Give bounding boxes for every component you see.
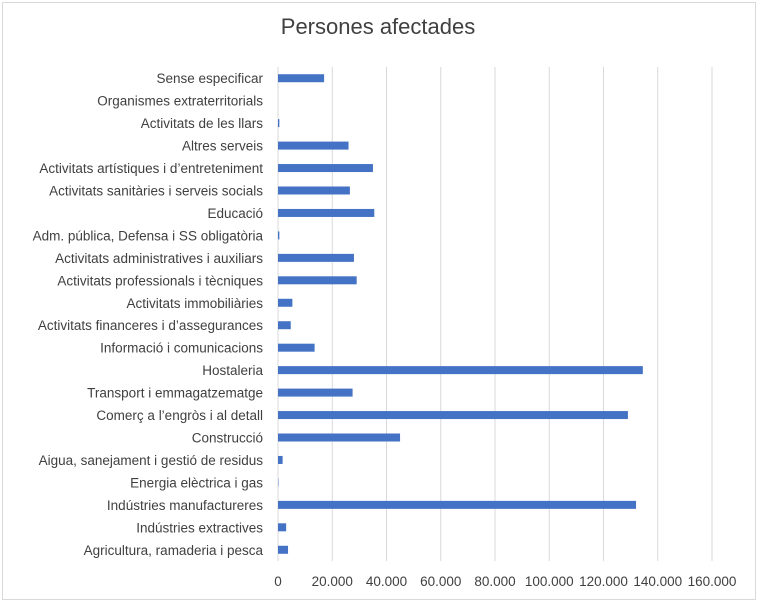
category-label: Energia elèctrica i gas (130, 475, 263, 490)
category-label: Indústries extractives (136, 520, 263, 535)
x-tick-label: 0 (274, 574, 282, 589)
bar (278, 343, 315, 352)
bar (278, 523, 287, 532)
x-tick-label: 140.000 (633, 574, 682, 589)
category-label: Construcció (192, 431, 263, 446)
category-label: Activitats professionals i tècniques (57, 273, 263, 288)
category-label: Activitats administratives i auxiliars (55, 251, 263, 266)
bar (278, 164, 373, 173)
x-tick-label: 160.000 (688, 574, 737, 589)
bar (278, 366, 643, 375)
bar (278, 388, 353, 397)
gridlines (277, 67, 713, 561)
category-label: Informació i comunicacions (100, 341, 263, 356)
category-label: Altres serveis (182, 139, 263, 154)
x-tick-label: 60.000 (420, 574, 461, 589)
bar (278, 276, 357, 285)
bar (278, 74, 325, 83)
category-label: Activitats financeres i d’assegurances (38, 318, 263, 333)
bar (278, 500, 637, 509)
x-tick-label: 100.000 (525, 574, 574, 589)
category-label: Activitats sanitàries i serveis socials (49, 184, 263, 199)
bar (278, 455, 283, 464)
category-label: Activitats artístiques i d’entreteniment (39, 161, 263, 176)
category-label: Adm. pública, Defensa i SS obligatòria (33, 228, 264, 243)
category-label: Aigua, sanejament i gestió de residus (39, 453, 264, 468)
category-label: Comerç a l’engròs i al detall (96, 408, 263, 423)
chart-title: Persones afectades (280, 14, 476, 39)
category-label: Hostaleria (202, 363, 263, 378)
x-tick-label: 120.000 (579, 574, 628, 589)
category-label: Agricultura, ramaderia i pesca (84, 543, 264, 558)
x-tick-label: 80.000 (474, 574, 515, 589)
category-label: Sense especificar (156, 71, 263, 86)
bars (278, 74, 643, 554)
category-label: Indústries manufactureres (107, 498, 263, 513)
category-label: Organismes extraterritorials (97, 94, 263, 109)
category-label: Activitats de les llars (141, 116, 264, 131)
bar (278, 231, 280, 240)
category-label: Activitats immobiliàries (126, 296, 263, 311)
bar (278, 545, 289, 554)
bar (278, 253, 354, 262)
bar (278, 208, 375, 217)
bar (278, 298, 293, 307)
category-label: Transport i emmagatzematge (87, 386, 263, 401)
bar (278, 411, 628, 420)
category-label: Educació (207, 206, 263, 221)
category-labels: Agricultura, ramaderia i pesca Indústries… (33, 71, 264, 558)
bar (278, 119, 280, 128)
bar (278, 186, 350, 195)
tick-labels: 0 20.000 40.000 60.000 80.000 100.000 120.000 1… (274, 574, 736, 589)
x-tick-label: 40.000 (366, 574, 407, 589)
bar (278, 141, 349, 150)
x-tick-label: 20.000 (312, 574, 353, 589)
bar (278, 321, 291, 330)
bar (278, 433, 401, 442)
